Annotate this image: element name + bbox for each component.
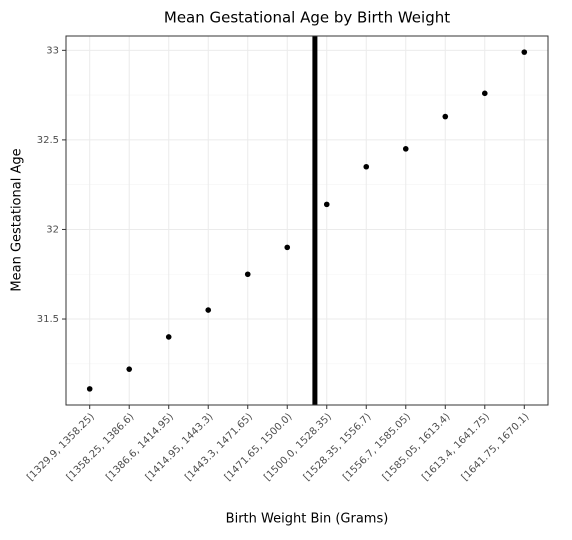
point xyxy=(126,366,133,372)
x-tick-label: [1471.65, 1500.0) xyxy=(223,411,295,483)
point xyxy=(86,386,93,392)
point xyxy=(205,307,212,313)
point xyxy=(402,146,409,152)
point xyxy=(165,334,172,340)
panel-border xyxy=(65,35,549,406)
y-tick-label: 33 xyxy=(46,45,59,56)
point xyxy=(442,113,449,120)
y-axis-title: Mean Gestational Age xyxy=(10,148,25,291)
point xyxy=(244,271,251,278)
y-tick-label: 32 xyxy=(46,224,59,235)
chart-title: Mean Gestational Age by Birth Weight xyxy=(164,9,450,27)
x-tick-label: [1585.05, 1613.4) xyxy=(381,411,453,483)
x-tick-label: [1329.9, 1358.25) xyxy=(25,411,97,483)
point xyxy=(323,201,330,208)
point xyxy=(363,163,370,170)
y-tick-label: 32.5 xyxy=(37,135,59,146)
x-tick-label: [1414.95, 1443.3) xyxy=(144,411,216,483)
y-tick-label: 31.5 xyxy=(37,314,59,325)
x-tick-label: [1443.3, 1471.65) xyxy=(183,411,255,483)
x-tick-label: [1358.25, 1386.6) xyxy=(65,411,137,483)
x-tick-label: [1556.7, 1585.05) xyxy=(341,411,413,483)
x-tick-label: [1386.6, 1414.95) xyxy=(104,411,176,483)
x-tick-label: [1500.0, 1528.35) xyxy=(262,411,334,483)
point xyxy=(481,90,488,97)
x-tick-label: [1613.4, 1641.75) xyxy=(420,411,492,483)
x-tick-label: [1528.35, 1556.7) xyxy=(302,411,374,483)
point xyxy=(284,244,291,251)
x-axis-title: Birth Weight Bin (Grams) xyxy=(226,512,389,527)
point xyxy=(521,49,528,55)
x-tick-label: [1641.75, 1670.1) xyxy=(460,411,532,483)
